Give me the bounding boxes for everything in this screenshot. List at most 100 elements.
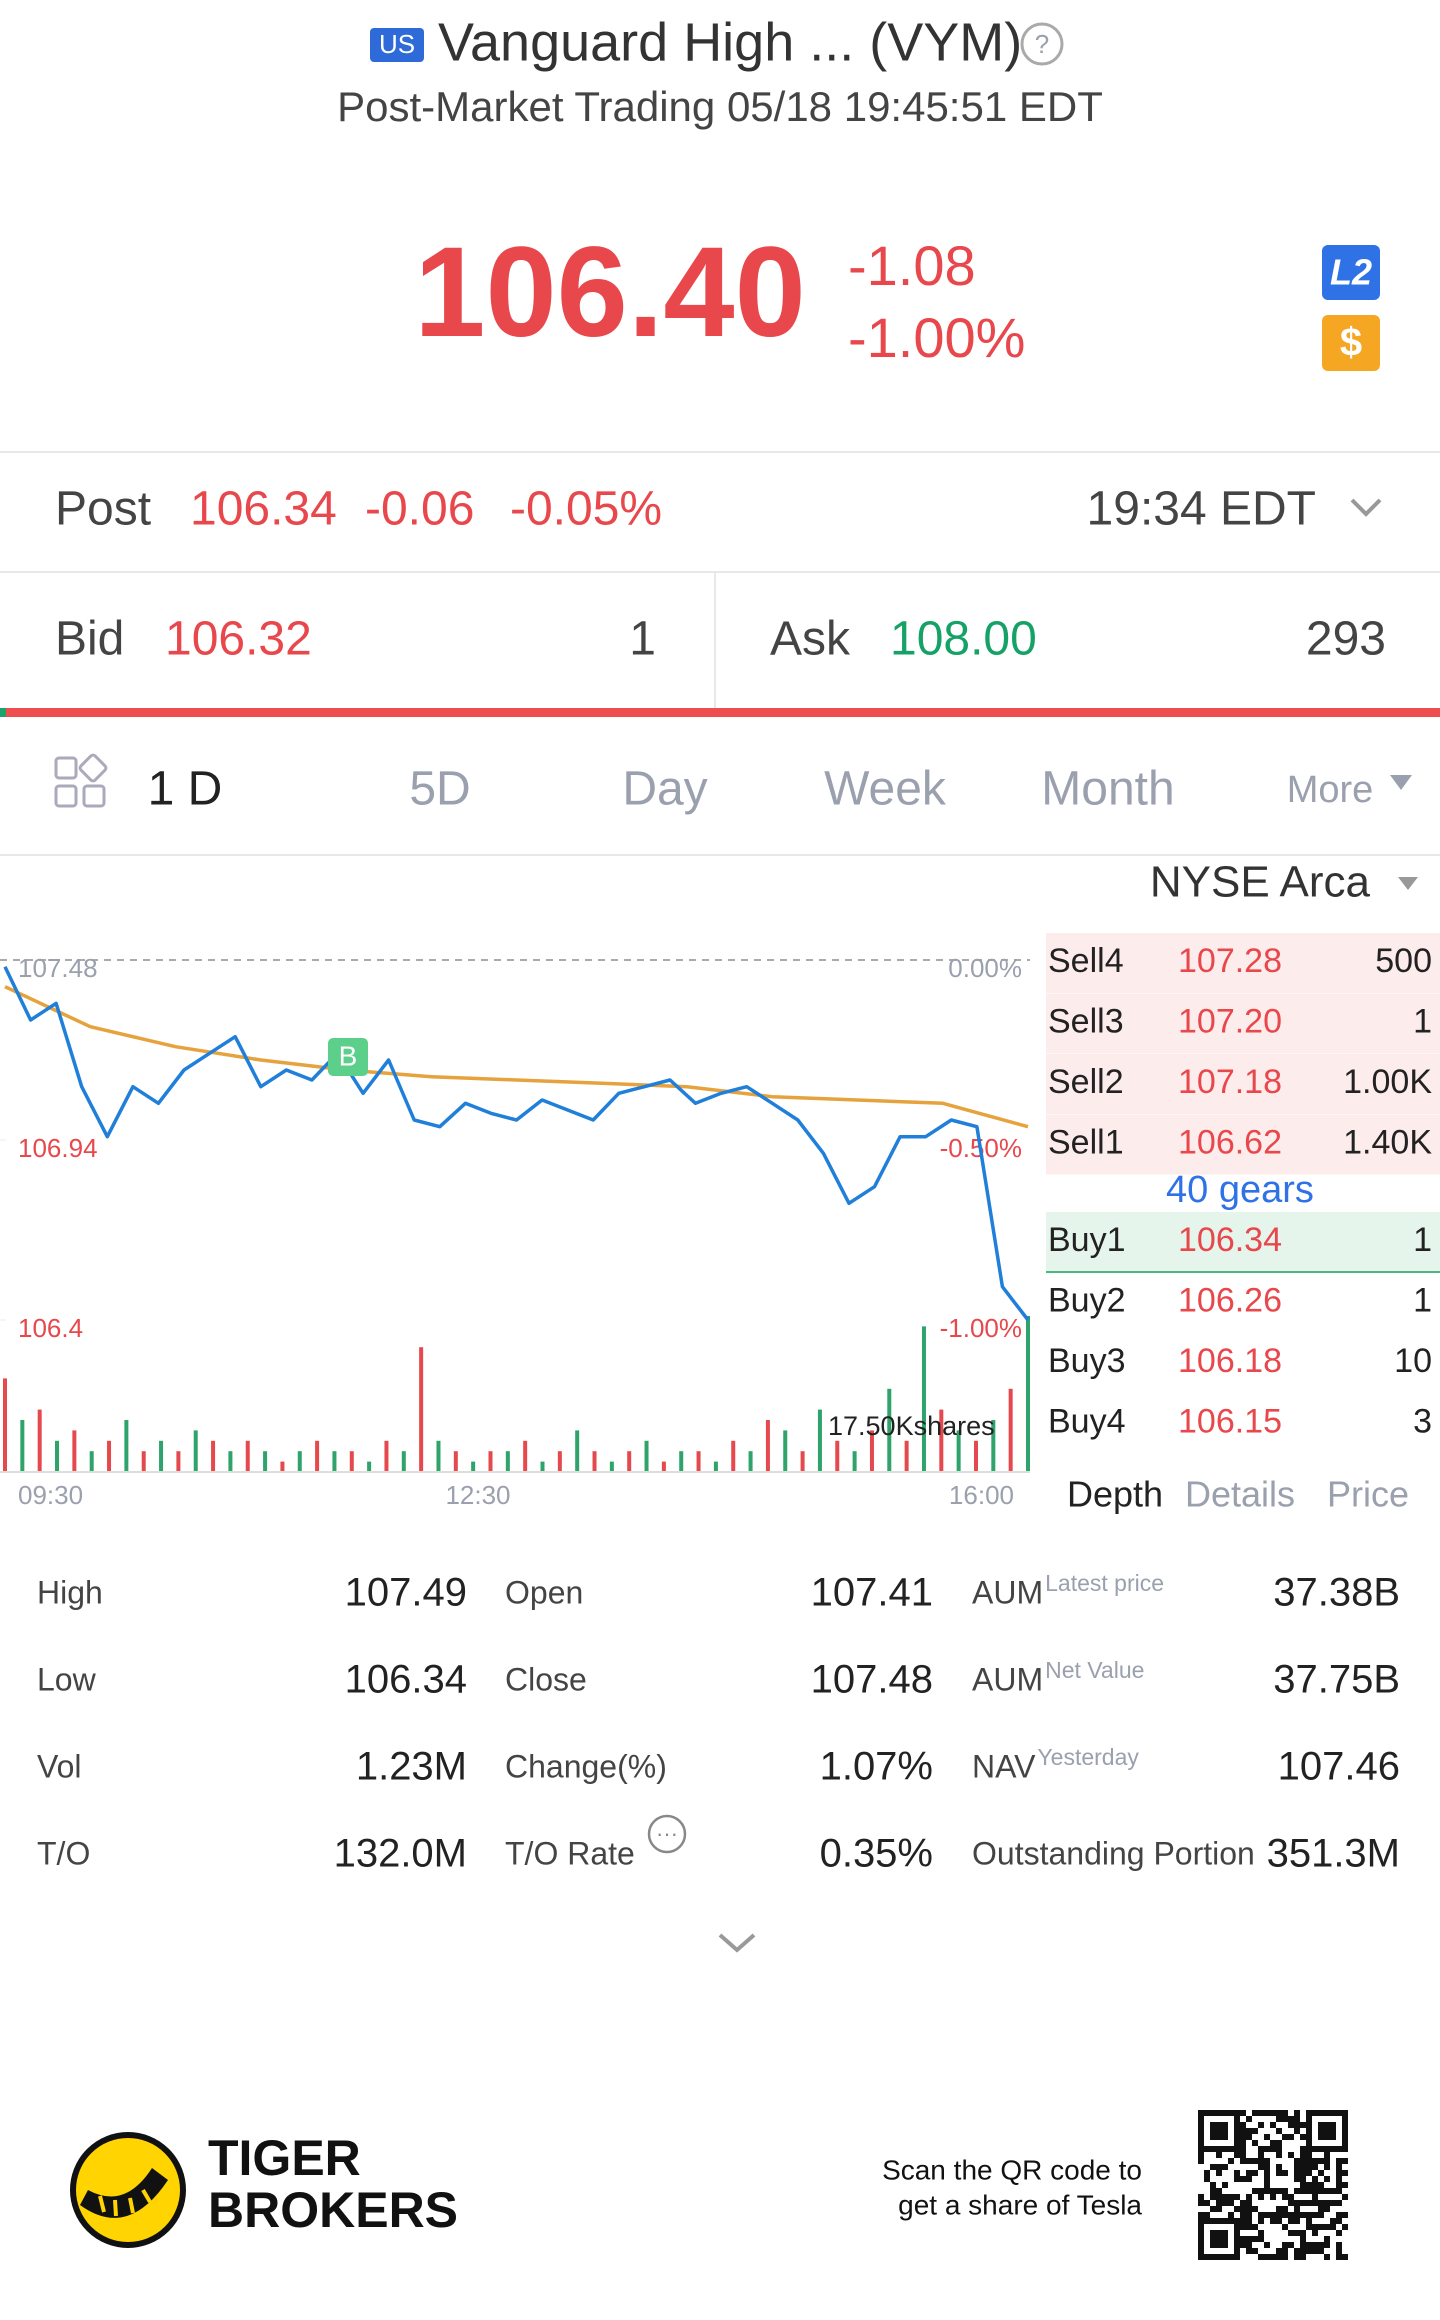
more-arrow [1390, 775, 1412, 790]
stat-value: 107.41 [811, 1571, 933, 1615]
volume-bar [661, 1461, 666, 1472]
expand-icon[interactable] [1350, 498, 1382, 517]
sell-price: 106.62 [1178, 1123, 1282, 1161]
stat-value: 107.48 [811, 1658, 933, 1702]
volume-bar [557, 1451, 562, 1472]
y-tick-label: 106.94 [18, 1133, 98, 1163]
stat-label: High [37, 1574, 103, 1610]
stat-value: 107.46 [1278, 1745, 1400, 1789]
info-icon[interactable] [647, 1814, 687, 1854]
market-label: US [379, 29, 415, 59]
buy-price: 106.18 [1178, 1342, 1282, 1380]
brand-line2: BROKERS [208, 2182, 458, 2238]
volume-bar [245, 1440, 250, 1472]
volume-bar [523, 1440, 528, 1472]
volume-bar [159, 1440, 164, 1472]
volume-bar [575, 1430, 580, 1472]
volume-bar [332, 1451, 337, 1472]
book-tab[interactable]: Price [1327, 1474, 1409, 1515]
period-tab[interactable]: More [1287, 769, 1374, 811]
x-tick-label: 09:30 [18, 1480, 83, 1510]
sell-level: Sell2 [1048, 1063, 1124, 1101]
brand-line1: TIGER [208, 2130, 361, 2186]
buy-qty: 3 [1413, 1402, 1432, 1440]
period-tab[interactable]: 1 D [148, 763, 223, 816]
info-dots: ··· [656, 1821, 678, 1846]
stat-value: 1.07% [820, 1745, 933, 1789]
cash-label: $ [1340, 321, 1362, 365]
gears[interactable]: 40 gears [1166, 1169, 1314, 1211]
cash-badge[interactable] [1322, 315, 1380, 371]
qr-finder [1198, 2218, 1240, 2260]
stat-value: 132.0M [334, 1832, 467, 1876]
stat-sup: Net Value [1045, 1657, 1144, 1683]
stat-label: T/O [37, 1835, 90, 1871]
volume-bar [869, 1430, 874, 1472]
volume-bar [211, 1440, 216, 1472]
buy-row-bg [1046, 1212, 1440, 1272]
volume-bar [921, 1326, 926, 1472]
period-tab[interactable]: 5D [409, 763, 470, 816]
buy-level: Buy1 [1048, 1221, 1126, 1259]
volume-bar [679, 1451, 684, 1472]
volume-bar [887, 1388, 892, 1472]
stat-label: AUM [972, 1574, 1043, 1610]
volume-bar [644, 1440, 649, 1472]
volume-bar [731, 1440, 736, 1472]
qr-finder-core [1318, 2122, 1336, 2140]
qr-finder-core [1210, 2122, 1228, 2140]
volume-bar [956, 1430, 961, 1472]
sell-level: Sell4 [1048, 942, 1124, 980]
ask-label: Ask [770, 613, 851, 666]
change: -1.08 [848, 234, 976, 297]
market-badge [370, 28, 424, 62]
expand-more[interactable] [718, 1933, 756, 1953]
volume-bar [783, 1430, 788, 1472]
layout-icon[interactable] [54, 753, 108, 808]
stat-value: 0.35% [820, 1832, 933, 1876]
volume-bar [228, 1451, 233, 1472]
volume-bar [367, 1461, 372, 1472]
qr-code [1198, 2110, 1348, 2260]
qr-finder [1198, 2110, 1240, 2152]
period-tab[interactable]: Day [622, 763, 707, 816]
help-q: ? [1035, 29, 1049, 59]
volume-bar [315, 1440, 320, 1472]
buy-level: Buy3 [1048, 1342, 1126, 1380]
title: Vanguard High ... (VYM) [438, 12, 1022, 72]
stat-value: 107.49 [345, 1571, 467, 1615]
volume-bar [3, 1378, 7, 1472]
y2-tick-label: 0.00% [948, 953, 1022, 983]
exchange[interactable]: NYSE Arca [1150, 858, 1371, 907]
buy-row-bg [1046, 1393, 1440, 1454]
scan-line2: get a share of Tesla [898, 2189, 1142, 2220]
volume-bar [505, 1451, 510, 1472]
period-tab[interactable]: Month [1041, 763, 1174, 816]
buy-level: Buy4 [1048, 1402, 1126, 1440]
volume-bar [488, 1451, 493, 1472]
help-icon[interactable] [1020, 22, 1064, 66]
bid-label: Bid [55, 613, 124, 666]
book-tab[interactable]: Depth [1067, 1474, 1163, 1515]
stat-value: 37.75B [1273, 1658, 1400, 1702]
subtitle: Post-Market Trading 05/18 19:45:51 EDT [337, 83, 1103, 130]
volume-bar [973, 1440, 978, 1472]
period-tab[interactable]: Week [824, 763, 947, 816]
volume-bar [72, 1430, 77, 1472]
volume-bar [939, 1409, 944, 1472]
sell-row-bg [1046, 933, 1440, 993]
book-tab[interactable]: Details [1185, 1474, 1295, 1515]
buy-price: 106.15 [1178, 1402, 1282, 1440]
stat-label: Vol [37, 1748, 81, 1784]
volume-bar [817, 1409, 822, 1472]
sell-qty: 1 [1413, 1002, 1432, 1040]
volume-bar [765, 1420, 770, 1472]
stat-sup: Latest price [1045, 1570, 1164, 1596]
last-price: 106.40 [414, 221, 806, 364]
sell-qty: 1.40K [1343, 1123, 1432, 1161]
volume-bar [800, 1451, 805, 1472]
l2-badge[interactable] [1322, 245, 1380, 300]
stat-label: Change(%) [505, 1748, 667, 1784]
price-line [3, 965, 1030, 1322]
volume-bar [20, 1420, 25, 1472]
